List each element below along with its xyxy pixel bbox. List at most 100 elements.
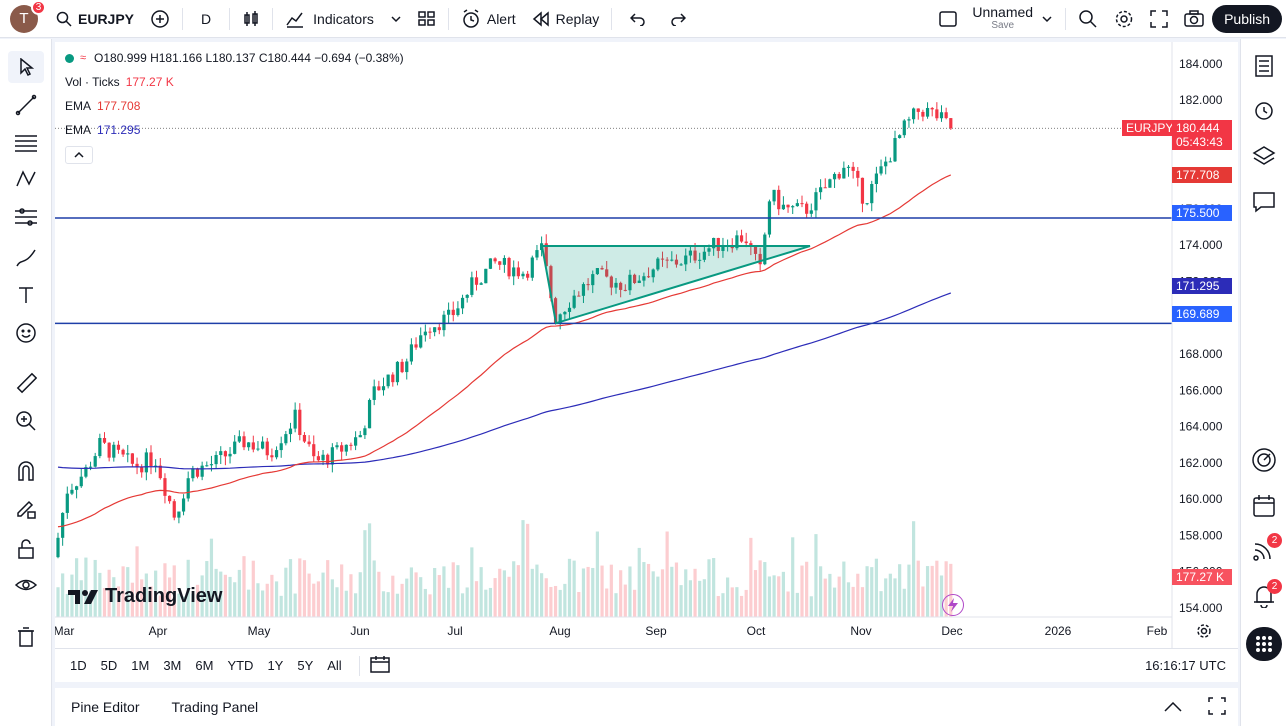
apps-grid-icon: [1256, 636, 1272, 652]
cursor-tool[interactable]: [8, 51, 44, 83]
go-to-date-button[interactable]: [369, 655, 390, 676]
volume-bar: [702, 579, 706, 617]
candle-body: [660, 258, 665, 260]
range-1y[interactable]: 1Y: [267, 658, 284, 673]
replay-button[interactable]: Replay: [524, 0, 608, 38]
brush-icon: [16, 249, 36, 267]
candle-body: [702, 251, 706, 260]
candle-body: [200, 465, 204, 477]
user-avatar[interactable]: T 3: [10, 0, 46, 33]
clock-display[interactable]: 16:16:17 UTC: [1145, 658, 1226, 673]
chart-pane[interactable]: 184.000182.000180.000178.000176.000174.0…: [55, 42, 1238, 682]
quick-search-button[interactable]: [1070, 0, 1106, 38]
watchlist-button[interactable]: [1246, 49, 1282, 83]
volume-bar: [70, 574, 74, 617]
publish-button[interactable]: Publish: [1212, 4, 1282, 33]
volume-bar: [739, 595, 744, 617]
text-tool[interactable]: [8, 279, 44, 311]
ema-fast-value: 177.708: [97, 99, 141, 113]
maximize-icon: [1208, 696, 1226, 715]
volume-bar: [340, 564, 344, 617]
ideas-stream-button[interactable]: 2: [1246, 533, 1282, 567]
collapse-legend-button[interactable]: [65, 146, 93, 164]
candle-body: [209, 464, 214, 466]
emoji-tool[interactable]: [8, 317, 44, 349]
screenshot-button[interactable]: [1176, 0, 1212, 38]
range-5d[interactable]: 5D: [100, 658, 118, 673]
range-5y[interactable]: 5Y: [297, 658, 314, 673]
volume-bar: [414, 572, 418, 617]
hide-drawings-tool[interactable]: [8, 569, 44, 601]
pattern-tool[interactable]: [8, 163, 44, 195]
range-1d[interactable]: 1D: [70, 658, 87, 673]
object-tree-button[interactable]: [1246, 139, 1282, 173]
ema-slow-legend[interactable]: EMA 171.295: [65, 123, 140, 137]
expand-panel-button[interactable]: [1164, 699, 1182, 715]
ema-fast-legend[interactable]: EMA 177.708: [65, 99, 140, 113]
maximize-panel-button[interactable]: [1208, 696, 1226, 718]
settings-button[interactable]: [1106, 0, 1142, 38]
tradingview-watermark[interactable]: TradingView: [67, 585, 222, 608]
time-tick: May: [248, 624, 271, 638]
chat-button[interactable]: [1246, 185, 1282, 219]
volume-bar: [884, 578, 888, 617]
redo-button[interactable]: [660, 0, 696, 38]
range-ytd[interactable]: YTD: [227, 658, 254, 673]
indicators-label: Indicators: [313, 10, 374, 27]
volume-legend[interactable]: Vol · Ticks 177.27 K: [65, 75, 174, 89]
volume-bar: [665, 531, 669, 617]
trend-line-tool[interactable]: [8, 89, 44, 121]
volume-bar: [507, 576, 511, 617]
volume-bar: [316, 581, 320, 617]
range-all[interactable]: All: [327, 658, 342, 673]
forecast-tool[interactable]: [8, 201, 44, 233]
symbol-search[interactable]: EURJPY: [48, 0, 142, 38]
magnet-tool[interactable]: [8, 455, 44, 487]
hotlist-button[interactable]: [1246, 443, 1282, 477]
volume-bar: [354, 593, 358, 617]
undo-button[interactable]: [616, 0, 660, 38]
volume-bar: [633, 589, 637, 617]
triangle-pattern: [540, 245, 811, 325]
tab-trading-panel[interactable]: Trading Panel: [171, 699, 259, 715]
compare-button[interactable]: [142, 0, 178, 38]
range-1m[interactable]: 1M: [131, 658, 150, 673]
interval-button[interactable]: D: [201, 10, 212, 27]
price-chart[interactable]: 184.000182.000180.000178.000176.000174.0…: [55, 42, 1238, 648]
candle-body: [316, 456, 320, 461]
alert-button[interactable]: Alert: [453, 0, 524, 38]
stay-drawing-tool[interactable]: [8, 493, 44, 525]
volume-bars: [56, 520, 953, 617]
candle-body: [88, 466, 93, 468]
candle-body: [786, 204, 790, 208]
candle-body: [814, 192, 818, 211]
remove-drawings-tool[interactable]: [8, 621, 44, 653]
indicator-templates-button[interactable]: [382, 0, 410, 38]
volume-bar: [307, 573, 311, 617]
range-6m[interactable]: 6M: [195, 658, 214, 673]
zoom-tool[interactable]: [8, 405, 44, 437]
fib-tool[interactable]: [8, 127, 44, 159]
events-button[interactable]: [942, 594, 964, 616]
gear-icon: [1197, 624, 1211, 638]
range-3m[interactable]: 3M: [163, 658, 182, 673]
lock-drawings-tool[interactable]: [8, 533, 44, 565]
measure-tool[interactable]: [8, 367, 44, 399]
indicators-button[interactable]: Indicators: [277, 0, 382, 38]
volume-bar: [656, 576, 660, 617]
fullscreen-button[interactable]: [1142, 0, 1176, 38]
candle-body: [521, 273, 525, 277]
layout-menu[interactable]: Unnamed Save: [930, 0, 1061, 38]
timezone-settings-button[interactable]: [1196, 623, 1212, 644]
volume-bar: [907, 564, 911, 617]
notifications-button[interactable]: 2: [1246, 579, 1282, 613]
products-button[interactable]: [1246, 627, 1282, 661]
tab-pine-editor[interactable]: Pine Editor: [71, 699, 140, 715]
brush-tool[interactable]: [8, 241, 44, 273]
candle-body: [865, 203, 869, 205]
chart-type-button[interactable]: [234, 0, 268, 38]
calendar-button[interactable]: [1246, 489, 1282, 523]
alerts-panel-button[interactable]: [1246, 93, 1282, 127]
volume-bar: [433, 568, 437, 617]
layouts-button[interactable]: [410, 0, 444, 38]
